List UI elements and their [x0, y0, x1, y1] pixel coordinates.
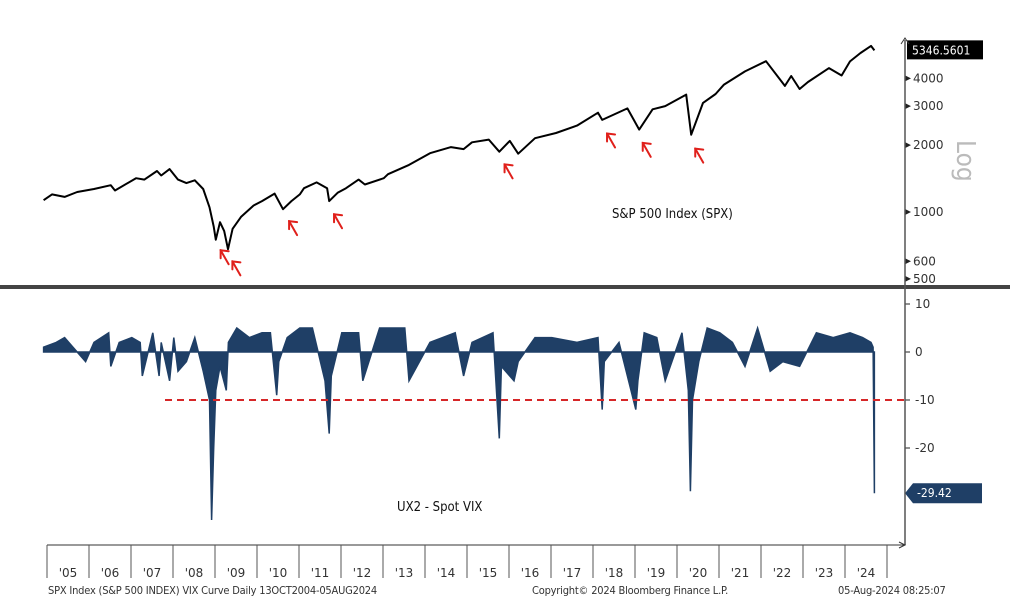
arrow-head — [333, 213, 344, 224]
y-tick-mark — [905, 258, 911, 265]
arrow-shaft — [231, 260, 242, 277]
x-tick-label: '20 — [689, 566, 708, 580]
spx-y-tick-label: 4000 — [913, 71, 944, 85]
arrow-head — [606, 132, 617, 143]
footer-security-info: SPX Index (S&P 500 INDEX) VIX Curve Dail… — [48, 584, 377, 597]
x-tick-label: '11 — [311, 566, 330, 580]
spx-last-value-box — [907, 40, 983, 60]
vix-last-value-box — [905, 483, 982, 504]
spx-y-tick-label: 3000 — [913, 99, 944, 113]
red-arrow-annotation — [219, 249, 230, 266]
x-tick-label: '05 — [59, 566, 78, 580]
x-tick-label: '09 — [227, 566, 246, 580]
x-tick-label: '23 — [815, 566, 834, 580]
x-tick-label: '15 — [479, 566, 498, 580]
spx-last-value-label: 5346.5601 — [912, 43, 970, 57]
x-tick-label: '14 — [437, 566, 456, 580]
arrow-shaft — [503, 163, 514, 180]
y-tick-mark — [905, 142, 911, 149]
y-axis-arrow — [900, 37, 910, 45]
log-scale-label: Log — [950, 140, 980, 182]
red-arrow-annotation — [231, 260, 242, 277]
vix-curve-area — [42, 325, 876, 521]
arrow-head — [288, 219, 299, 231]
red-arrow-annotation — [288, 219, 299, 237]
spx-series-label: S&P 500 Index (SPX) — [612, 207, 733, 222]
x-tick-label: '17 — [563, 566, 582, 580]
x-tick-label: '19 — [647, 566, 666, 580]
arrow-head — [694, 147, 705, 158]
footer-timestamp: 05-Aug-2024 08:25:07 — [838, 584, 946, 597]
spx-line — [43, 44, 876, 251]
arrow-head — [641, 141, 652, 152]
vix-y-tick-label: -20 — [915, 441, 935, 455]
arrow-shaft — [641, 141, 652, 158]
red-arrow-annotation — [503, 163, 514, 180]
spx-y-tick-label: 1000 — [913, 205, 944, 219]
x-tick-label: '12 — [353, 566, 372, 580]
arrow-head — [503, 163, 514, 174]
vix-y-tick-label: 0 — [915, 345, 923, 359]
panel-divider — [0, 285, 1010, 289]
x-tick-label: '07 — [143, 566, 162, 580]
red-arrow-annotation — [606, 132, 617, 149]
arrow-shaft — [333, 213, 344, 230]
x-tick-label: '08 — [185, 566, 204, 580]
x-tick-label: '18 — [605, 566, 624, 580]
spx-y-tick-label: 500 — [913, 272, 936, 286]
vix-y-tick-label: -10 — [915, 393, 935, 407]
y-tick-mark — [905, 209, 911, 215]
y-tick-mark — [905, 275, 911, 282]
vix-series-label: UX2 - Spot VIX — [397, 500, 482, 515]
x-tick-label: '22 — [773, 566, 792, 580]
x-tick-label: '06 — [101, 566, 120, 580]
x-axis-arrow — [898, 541, 907, 549]
arrow-head — [231, 260, 242, 271]
spx-y-tick-label: 600 — [913, 254, 936, 268]
vix-last-value-label: -29.42 — [917, 486, 952, 500]
x-tick-label: '16 — [521, 566, 540, 580]
footer-copyright: Copyright© 2024 Bloomberg Finance L.P. — [532, 584, 729, 597]
x-tick-label: '13 — [395, 566, 414, 580]
x-tick-label: '21 — [731, 566, 750, 580]
y-tick-mark — [905, 103, 911, 110]
x-tick-label: '10 — [269, 566, 288, 580]
red-arrow-annotation — [641, 141, 652, 158]
arrow-head — [219, 249, 230, 260]
arrow-shaft — [219, 249, 230, 266]
vix-y-tick-label: 10 — [915, 297, 930, 311]
arrow-shaft — [606, 132, 617, 149]
x-tick-label: '24 — [857, 566, 876, 580]
spx-y-tick-label: 2000 — [913, 138, 944, 152]
arrow-shaft — [694, 147, 705, 164]
red-arrow-annotation — [694, 147, 705, 164]
arrow-shaft — [288, 220, 299, 237]
red-arrow-annotation — [333, 213, 344, 230]
y-tick-mark — [905, 75, 911, 82]
